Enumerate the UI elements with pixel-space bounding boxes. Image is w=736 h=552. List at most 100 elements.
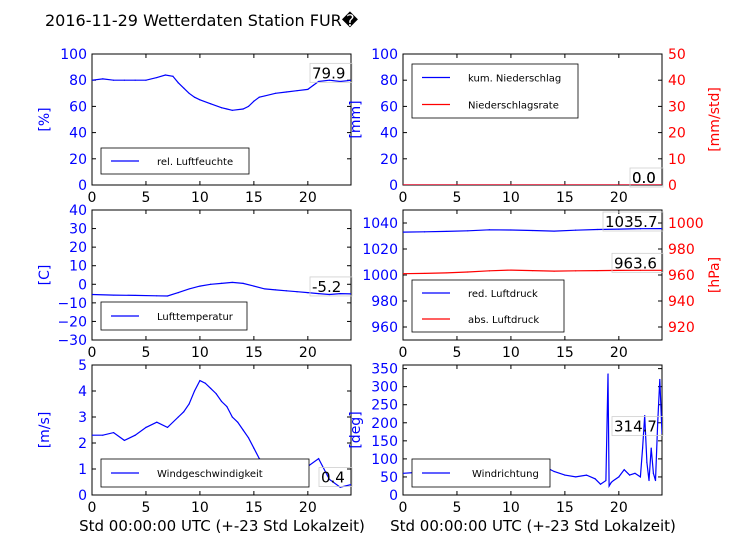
panel-middle-right: 0 5 10 15 20 960 980 1000 1020 1040 920 940 960 980 10… bbox=[362, 209, 723, 361]
data-point bbox=[564, 474, 566, 476]
x-tick-label: 20 bbox=[299, 345, 317, 361]
panel-top-right: 0 5 10 15 20 0 20 40 60 80 100 0 10 20 30 40 50 [mm] [mm/s… bbox=[348, 47, 723, 206]
annotation-value: 1035.7 bbox=[605, 213, 658, 231]
y-tick-label: 100 bbox=[60, 47, 87, 63]
data-point bbox=[312, 84, 314, 87]
panel-top-left: 0 5 10 15 20 0 20 40 60 80 100 [%] rel. Luftfeuchte 7… bbox=[37, 47, 353, 206]
data-point bbox=[210, 387, 212, 389]
data-point bbox=[199, 99, 201, 101]
y-right-tick-label: 980 bbox=[668, 242, 695, 258]
y-right-tick-label: 920 bbox=[668, 320, 695, 336]
data-point bbox=[258, 96, 260, 98]
data-point bbox=[618, 269, 620, 272]
data-point bbox=[253, 285, 255, 287]
y-right-tick-label: 1000 bbox=[668, 216, 704, 232]
y-tick-label: 20 bbox=[380, 152, 398, 168]
data-point bbox=[328, 478, 331, 480]
data-point bbox=[274, 289, 277, 291]
y-right-axis-label: [mm/std] bbox=[707, 87, 723, 152]
annotation-box bbox=[309, 62, 353, 83]
data-point bbox=[204, 382, 206, 384]
x-tick-label: 10 bbox=[502, 190, 520, 206]
data-point bbox=[166, 295, 169, 297]
data-point bbox=[641, 447, 644, 449]
data-point bbox=[242, 429, 244, 431]
x-tick-label: 10 bbox=[191, 190, 209, 206]
legend: red. Luftdruck abs. Luftdruck bbox=[411, 279, 565, 333]
x-tick-label: 20 bbox=[299, 190, 317, 206]
y-tick-label: 250 bbox=[371, 398, 398, 414]
data-point bbox=[134, 79, 136, 81]
x-tick-label: 20 bbox=[610, 190, 628, 206]
y-tick-label: 1 bbox=[78, 462, 87, 478]
data-point bbox=[644, 414, 646, 417]
data-point bbox=[156, 295, 158, 297]
x-tick-label: 10 bbox=[502, 500, 520, 516]
x-tick-label: 20 bbox=[610, 345, 628, 361]
data-point bbox=[123, 439, 125, 441]
annotation-box bbox=[309, 276, 353, 297]
data-point bbox=[639, 269, 642, 271]
data-point bbox=[403, 472, 404, 474]
data-point bbox=[318, 292, 320, 295]
series-line-rel-luftfeuchte bbox=[92, 74, 351, 111]
data-point bbox=[445, 272, 447, 274]
data-point bbox=[608, 485, 610, 487]
x-tick-label: 10 bbox=[191, 500, 209, 516]
legend-label: rel. Luftfeuchte bbox=[157, 157, 233, 168]
panel-bottom-left: 0 5 10 15 20 0 1 2 3 4 5 [m/s] Windgeschwindigkeit 0.… bbox=[37, 358, 353, 516]
data-point bbox=[188, 92, 190, 94]
data-point bbox=[164, 74, 166, 76]
data-point bbox=[172, 75, 174, 77]
figure-title: 2016-11-29 Wetterdaten Station FUR� bbox=[45, 11, 359, 30]
data-point bbox=[274, 92, 277, 94]
y-right-tick-label: 10 bbox=[668, 152, 686, 168]
data-point bbox=[92, 434, 93, 436]
legend: Lufttemperatur bbox=[100, 301, 248, 331]
data-point bbox=[618, 476, 620, 478]
data-point bbox=[134, 294, 136, 297]
data-point bbox=[510, 269, 512, 271]
data-point bbox=[226, 406, 228, 408]
x-tick-label: 0 bbox=[399, 345, 408, 361]
data-point bbox=[445, 230, 447, 233]
y-tick-label: 60 bbox=[69, 99, 87, 115]
y-tick-label: 80 bbox=[69, 73, 87, 89]
annotation-box bbox=[602, 211, 664, 232]
y-right-tick-label: 30 bbox=[668, 99, 686, 115]
data-point bbox=[403, 231, 404, 233]
legend-label: Windgeschwindigkeit bbox=[157, 469, 263, 480]
y-tick-label: 3 bbox=[78, 410, 87, 426]
data-point bbox=[488, 229, 490, 231]
y-tick-label: 20 bbox=[69, 240, 87, 256]
x-tick-label: 0 bbox=[88, 345, 97, 361]
plot-frame bbox=[91, 209, 352, 341]
data-point bbox=[123, 79, 125, 81]
y-tick-label: 40 bbox=[69, 203, 87, 219]
legend-box bbox=[411, 63, 579, 119]
xlabel-left: Std 00:00:00 UTC (+-23 Std Lokalzeit) bbox=[79, 517, 365, 535]
y-tick-label: 30 bbox=[69, 222, 87, 238]
data-point bbox=[247, 437, 250, 439]
data-point bbox=[102, 434, 104, 436]
y-tick-label: 0 bbox=[389, 178, 398, 194]
y-right-tick-label: 960 bbox=[668, 268, 695, 284]
x-tick-label: 0 bbox=[88, 500, 97, 516]
panel-bottom-right: 0 5 10 15 20050100150200250300350[deg]Windri… bbox=[348, 362, 664, 516]
data-point bbox=[307, 88, 309, 90]
data-point bbox=[599, 483, 602, 485]
data-point bbox=[328, 79, 331, 81]
annotation-value: 0.4 bbox=[321, 469, 345, 487]
data-point bbox=[339, 292, 341, 295]
data-point bbox=[594, 478, 596, 480]
y-tick-label: 4 bbox=[78, 384, 87, 400]
annotation-box bbox=[611, 416, 664, 437]
data-point bbox=[403, 273, 404, 275]
data-point bbox=[112, 432, 115, 434]
y-right-tick-label: 40 bbox=[668, 73, 686, 89]
x-tick-label: 0 bbox=[88, 190, 97, 206]
x-tick-label: 15 bbox=[245, 345, 263, 361]
y-right-tick-label: 20 bbox=[668, 126, 686, 142]
data-point bbox=[350, 484, 351, 486]
